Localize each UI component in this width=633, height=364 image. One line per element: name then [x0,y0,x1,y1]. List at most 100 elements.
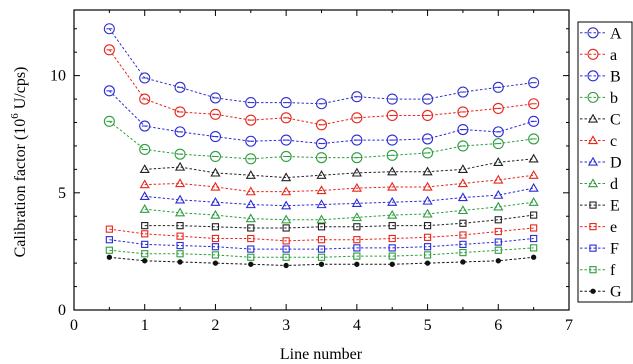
legend-label: e [610,219,617,236]
data-point [530,234,538,243]
data-point [459,219,467,227]
legend-item-G: G [580,284,622,301]
series-a [103,44,540,131]
legend-item-a: a [580,47,617,64]
series-line [108,28,534,105]
series-line [144,187,534,207]
data-point [247,224,255,232]
legend-marker [587,91,599,103]
data-point [209,131,221,143]
data-point [388,222,396,230]
data-point [280,112,292,124]
legend-marker [587,156,599,166]
data-point [282,224,290,232]
data-point [388,234,396,243]
data-point [316,185,327,195]
data-point [280,134,292,146]
data-point [245,114,257,126]
data-point [245,199,256,209]
x-tick-label: 7 [565,317,573,334]
data-point [281,214,292,224]
data-point [105,225,113,233]
series-f [105,244,538,261]
data-point [493,201,504,211]
data-point [317,236,326,244]
data-point [528,153,539,163]
legend-marker [587,113,599,123]
data-point [317,253,326,261]
data-point [139,164,150,174]
data-point [245,153,257,165]
data-point [139,191,150,200]
data-point [493,189,504,199]
data-point [422,109,434,122]
data-point [423,243,432,251]
data-point [530,224,538,232]
series-line [144,214,534,229]
data-point [528,182,539,192]
data-point [282,237,290,245]
series-line [144,174,534,193]
data-point [209,108,221,120]
data-point [460,259,466,265]
legend-label: a [610,47,617,64]
legend-label: d [610,176,618,193]
x-tick-label: 4 [353,317,361,334]
data-point [457,106,469,118]
x-tick-label: 3 [282,317,290,334]
data-point [248,261,254,267]
data-point [457,123,469,136]
data-point [530,244,538,252]
data-point [210,167,221,177]
series-B [103,85,540,150]
data-point [422,133,434,145]
data-point [103,115,115,127]
data-point [209,92,221,104]
data-point [422,181,433,191]
legend-marker [587,135,599,145]
data-point [387,166,398,176]
legend-label: G [610,284,622,301]
series-A [103,23,540,110]
data-point [494,216,502,224]
data-point [493,174,504,184]
data-point [389,261,395,267]
data-point [530,254,537,260]
data-point [459,240,467,248]
data-point [353,223,361,231]
data-point [457,164,469,174]
series-e [105,224,538,245]
data-point [245,97,257,109]
series-line [144,201,534,221]
series-G [106,254,537,269]
data-point [139,93,151,105]
data-point [351,198,362,208]
data-point [210,181,221,191]
data-point [492,81,504,93]
legend-marker [587,48,599,60]
legend-label: E [610,198,620,215]
legend-item-D: D [580,155,622,172]
x-tick-label: 2 [211,317,219,334]
data-point [141,230,149,238]
data-point [316,169,327,179]
legend-label: A [610,25,622,42]
series-line [109,247,534,258]
legend-marker [587,70,599,82]
data-point [354,261,360,267]
data-point [387,181,398,191]
data-point [318,261,325,267]
legend-marker [589,223,597,231]
legend-item-d: d [580,176,618,193]
data-point [174,106,186,118]
data-point [283,262,289,269]
data-point [174,148,186,160]
data-point [139,179,150,189]
data-point [209,150,221,163]
data-point [528,196,539,206]
data-point [105,246,113,254]
data-point [282,253,290,261]
series-line [144,158,534,179]
data-point [423,251,432,259]
legend-item-C: C [580,111,621,128]
